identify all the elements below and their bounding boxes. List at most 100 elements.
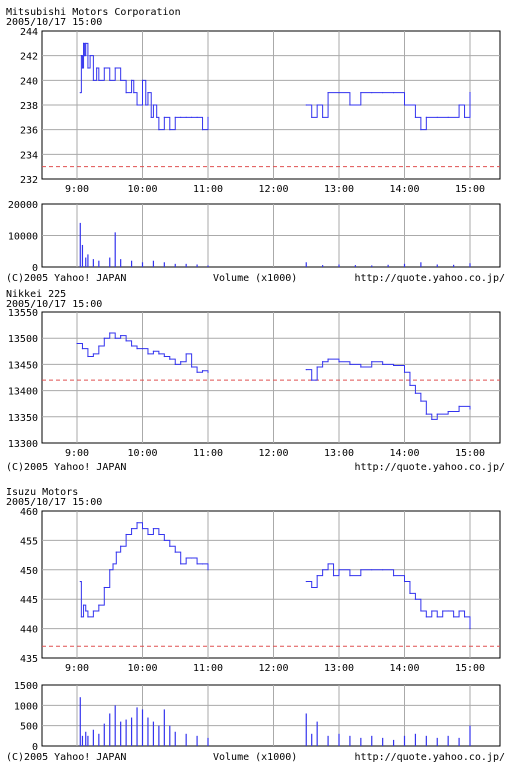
- price-point: [92, 79, 94, 81]
- price-point: [392, 575, 395, 577]
- price-point: [125, 533, 127, 536]
- price-point: [360, 366, 362, 368]
- y-tick-label: 234: [20, 150, 38, 161]
- mitsubishi-price-chart: 9:00 10:00 11:00 12:00 13:00 14:00 15:00 244 242…: [20, 27, 501, 195]
- price-point: [109, 569, 111, 571]
- price-point: [169, 358, 171, 360]
- price-point: [196, 116, 198, 118]
- price-point: [185, 116, 187, 118]
- price-point: [371, 92, 373, 94]
- price-point: [80, 616, 82, 618]
- source-url[interactable]: http://quote.yahoo.co.jp/: [354, 273, 505, 284]
- price-point: [169, 545, 171, 547]
- price-point: [409, 384, 411, 386]
- price-point: [130, 79, 133, 81]
- x-tick-label: 15:00: [455, 663, 485, 674]
- price-point: [109, 79, 111, 81]
- price-point: [141, 79, 144, 81]
- price-point: [349, 363, 351, 365]
- price-point: [191, 366, 193, 368]
- price-point: [447, 610, 449, 612]
- isuzu-timestamp: 2005/10/17 15:00: [6, 497, 102, 508]
- volume-label: Volume (x1000): [213, 273, 297, 284]
- price-point: [174, 363, 176, 365]
- price-point: [436, 413, 438, 415]
- price-point: [201, 563, 204, 565]
- x-tick-label: 13:00: [324, 184, 354, 195]
- price-point: [89, 55, 91, 57]
- mitsubishi-timestamp: 2005/10/17 15:00: [6, 17, 102, 28]
- price-point: [87, 616, 89, 618]
- y-tick-label: 450: [20, 566, 38, 577]
- price-point: [311, 379, 313, 381]
- price-point: [152, 104, 155, 106]
- price-point: [458, 405, 460, 407]
- price-point: [174, 551, 176, 553]
- nikkei-timestamp: 2005/10/17 15:00: [6, 299, 102, 310]
- price-point: [458, 104, 460, 106]
- price-point: [207, 371, 209, 373]
- price-point: [120, 79, 122, 81]
- y-tick-label: 240: [20, 76, 38, 87]
- price-point: [414, 598, 417, 600]
- nikkei-footer: (C)2005 Yahoo! JAPAN http://quote.yahoo.…: [6, 462, 505, 473]
- price-point: [469, 408, 471, 410]
- price-point: [196, 371, 198, 373]
- price-point: [79, 580, 81, 583]
- x-tick-label: 14:00: [389, 448, 419, 459]
- price-point: [392, 364, 395, 367]
- price-point: [147, 92, 149, 94]
- price-point: [147, 533, 149, 536]
- price-point: [152, 528, 155, 530]
- isuzu-title-block: Isuzu Motors 2005/10/17 15:00: [6, 487, 102, 508]
- nikkei-price-chart: 9:00 10:00 11:00 12:00 13:00 14:00 15:00 13550 1…: [8, 308, 501, 459]
- price-point: [436, 116, 438, 118]
- price-point: [431, 418, 433, 421]
- price-point: [311, 586, 313, 589]
- copyright-text: (C)2005 Yahoo! JAPAN: [6, 273, 126, 284]
- price-point: [469, 628, 471, 630]
- y-tick-label: 232: [20, 175, 38, 186]
- price-point: [392, 92, 395, 94]
- isuzu-price-chart: 9:00 10:00 11:00 12:00 13:00 14:00 15:00 460 455…: [20, 507, 501, 674]
- price-point: [185, 353, 187, 355]
- nikkei-title: Nikkei 225: [6, 289, 66, 300]
- price-point: [120, 545, 122, 547]
- price-point: [156, 116, 158, 118]
- price-series-line: [306, 563, 471, 629]
- price-point: [85, 610, 87, 612]
- price-point: [158, 129, 160, 131]
- price-point: [180, 361, 182, 363]
- volume-label: Volume (x1000): [213, 752, 297, 763]
- price-point: [322, 116, 324, 118]
- price-point: [150, 116, 152, 118]
- price-point: [84, 55, 86, 57]
- y-tick-label: 13500: [8, 334, 38, 345]
- x-tick-label: 12:00: [258, 448, 288, 459]
- price-point: [141, 528, 144, 530]
- price-point: [201, 370, 204, 372]
- y-tick-label: 500: [20, 722, 38, 733]
- source-url[interactable]: http://quote.yahoo.co.jp/: [354, 462, 505, 473]
- price-point: [125, 92, 127, 94]
- price-point: [158, 353, 160, 355]
- price-point: [322, 569, 324, 571]
- price-point: [322, 361, 324, 363]
- price-point: [305, 580, 307, 583]
- price-point: [403, 104, 406, 106]
- price-point: [425, 616, 427, 618]
- price-point: [180, 563, 182, 565]
- price-point: [414, 392, 417, 394]
- price-point: [158, 533, 160, 536]
- price-point: [425, 413, 427, 415]
- y-tick-label: 445: [20, 595, 38, 606]
- price-point: [163, 116, 165, 118]
- price-point: [349, 104, 351, 106]
- price-point: [305, 369, 307, 371]
- plot-frame: [41, 684, 501, 747]
- price-point: [103, 67, 105, 69]
- source-url[interactable]: http://quote.yahoo.co.jp/: [354, 752, 505, 763]
- price-point: [136, 104, 138, 106]
- price-point: [120, 334, 122, 337]
- price-point: [103, 586, 105, 589]
